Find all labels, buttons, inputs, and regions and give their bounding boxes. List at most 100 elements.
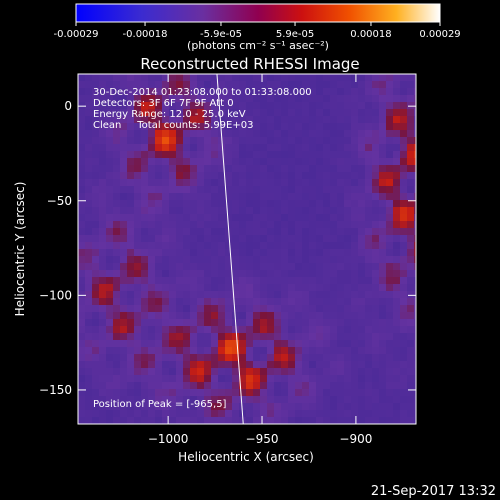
heatmap-cell	[162, 179, 169, 186]
heatmap-cell	[176, 403, 183, 410]
x-tick-label: −1000	[148, 432, 189, 446]
heatmap-cell	[211, 165, 218, 172]
heatmap-cell	[358, 116, 365, 123]
heatmap-cell	[78, 277, 85, 284]
heatmap-cell	[162, 403, 169, 410]
heatmap-cell	[183, 263, 190, 270]
heatmap-cell	[260, 305, 267, 312]
colorbar-units: (photons cm⁻² s⁻¹ asec⁻²)	[187, 39, 329, 52]
heatmap-cell	[134, 410, 141, 417]
heatmap-cell	[162, 382, 169, 389]
heatmap-cell	[323, 305, 330, 312]
heatmap-cell	[407, 214, 414, 221]
heatmap-cell	[400, 137, 407, 144]
heatmap-cell	[309, 396, 316, 403]
heatmap-cell	[295, 165, 302, 172]
heatmap-cell	[351, 186, 358, 193]
heatmap-cell	[106, 165, 113, 172]
heatmap-cell	[148, 228, 155, 235]
heatmap-cell	[365, 410, 372, 417]
heatmap-cell	[162, 270, 169, 277]
heatmap-cell	[414, 81, 416, 88]
heatmap-cell	[302, 326, 309, 333]
heatmap-cell	[127, 228, 134, 235]
heatmap-cell	[225, 263, 232, 270]
heatmap-cell	[379, 284, 386, 291]
heatmap-cell	[344, 186, 351, 193]
heatmap-cell	[337, 235, 344, 242]
heatmap-cell	[239, 361, 246, 368]
heatmap-cell	[92, 417, 99, 424]
heatmap-cell	[148, 81, 155, 88]
heatmap-cell	[337, 361, 344, 368]
heatmap-cell	[372, 88, 379, 95]
heatmap-cell	[148, 375, 155, 382]
heatmap-cell	[267, 151, 274, 158]
heatmap-cell	[316, 277, 323, 284]
heatmap-cell	[330, 340, 337, 347]
heatmap-cell	[274, 270, 281, 277]
heatmap-cell	[274, 74, 281, 81]
heatmap-cell	[246, 256, 253, 263]
heatmap-cell	[407, 340, 414, 347]
heatmap-cell	[358, 249, 365, 256]
heatmap-cell	[204, 403, 211, 410]
heatmap-cell	[400, 172, 407, 179]
heatmap-cell	[365, 165, 372, 172]
heatmap-cell	[246, 249, 253, 256]
heatmap-cell	[386, 326, 393, 333]
heatmap-cell	[106, 144, 113, 151]
heatmap-cell	[155, 277, 162, 284]
heatmap-cell	[260, 179, 267, 186]
heatmap-cell	[288, 319, 295, 326]
heatmap-cell	[260, 368, 267, 375]
heatmap-cell	[309, 382, 316, 389]
heatmap-cell	[351, 396, 358, 403]
heatmap-cell	[204, 291, 211, 298]
heatmap-cell	[274, 137, 281, 144]
heatmap-cell	[414, 333, 416, 340]
heatmap-cell	[246, 158, 253, 165]
heatmap-cell	[127, 179, 134, 186]
heatmap-cell	[106, 109, 113, 116]
heatmap-cell	[218, 375, 225, 382]
heatmap-cell	[148, 88, 155, 95]
heatmap-cell	[407, 172, 414, 179]
heatmap-cell	[260, 396, 267, 403]
heatmap-cell	[169, 354, 176, 361]
heatmap-cell	[162, 151, 169, 158]
heatmap-cell	[393, 151, 400, 158]
heatmap-cell	[127, 74, 134, 81]
heatmap-cell	[134, 235, 141, 242]
heatmap-cell	[407, 368, 414, 375]
heatmap-cell	[127, 102, 134, 109]
heatmap-cell	[106, 277, 113, 284]
heatmap-cell	[337, 347, 344, 354]
heatmap-cell	[260, 158, 267, 165]
heatmap-cell	[260, 186, 267, 193]
heatmap-cell	[358, 270, 365, 277]
heatmap-cell	[113, 319, 120, 326]
heatmap-cell	[225, 347, 232, 354]
heatmap-cell	[113, 305, 120, 312]
heatmap-cell	[253, 130, 260, 137]
heatmap-cell	[204, 270, 211, 277]
heatmap-cell	[176, 151, 183, 158]
heatmap-cell	[281, 186, 288, 193]
heatmap-cell	[344, 102, 351, 109]
heatmap-cell	[407, 242, 414, 249]
heatmap-cell	[344, 417, 351, 424]
heatmap-cell	[197, 375, 204, 382]
heatmap-cell	[337, 382, 344, 389]
heatmap-cell	[274, 277, 281, 284]
heatmap-cell	[414, 263, 416, 270]
heatmap-cell	[330, 305, 337, 312]
heatmap-cell	[323, 172, 330, 179]
heatmap-cell	[225, 333, 232, 340]
heatmap-cell	[344, 368, 351, 375]
heatmap-cell	[113, 137, 120, 144]
heatmap-cell	[330, 186, 337, 193]
heatmap-cell	[141, 305, 148, 312]
heatmap-cell	[295, 193, 302, 200]
heatmap-cell	[134, 200, 141, 207]
